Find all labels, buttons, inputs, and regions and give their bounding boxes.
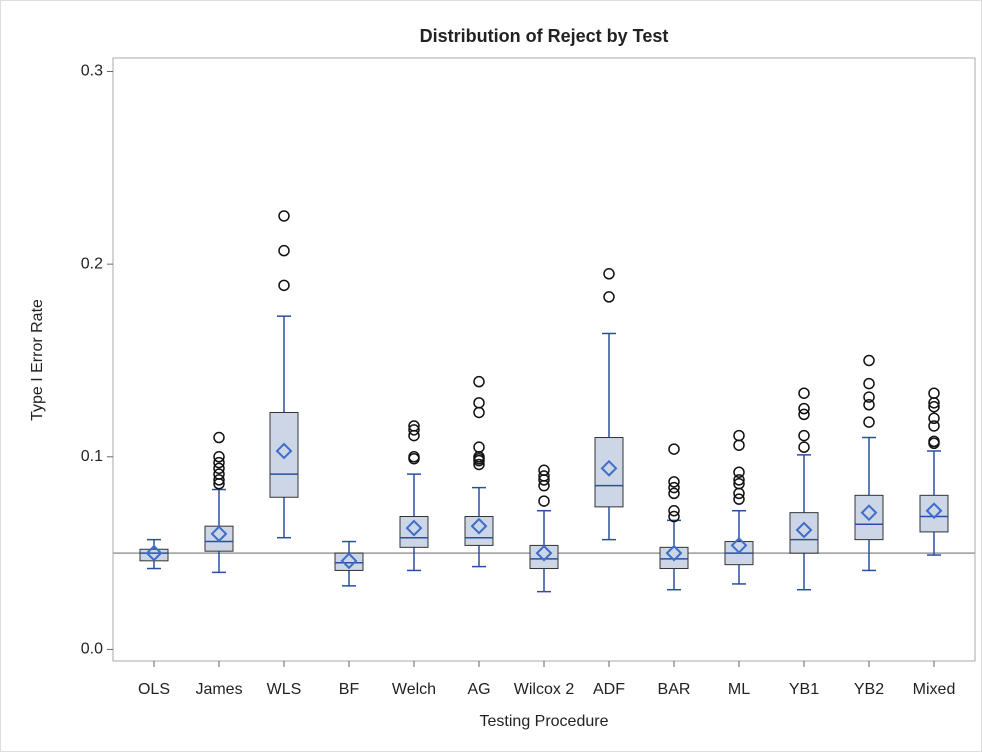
x-tick-label: ML <box>728 681 750 698</box>
outlier <box>668 504 680 517</box>
outlier <box>278 210 290 222</box>
outlier <box>863 354 875 367</box>
outlier <box>863 416 875 428</box>
outlier <box>733 478 745 490</box>
x-tick-label: Mixed <box>913 681 956 698</box>
mean-marker <box>795 521 813 539</box>
x-tick-label: YB2 <box>854 681 884 698</box>
outlier <box>668 476 680 488</box>
mean-marker <box>600 459 618 477</box>
outlier <box>408 451 420 463</box>
outlier <box>928 420 940 432</box>
box <box>269 411 299 498</box>
outlier <box>928 400 940 413</box>
box <box>594 437 624 508</box>
outlier <box>863 391 875 403</box>
mean-marker <box>535 544 553 562</box>
mean-marker <box>340 552 358 570</box>
outlier <box>928 412 940 425</box>
mean-marker <box>665 544 683 562</box>
outlier <box>213 478 225 490</box>
y-axis-label: Type I Error Rate <box>29 299 46 421</box>
box <box>789 512 819 554</box>
outlier <box>213 451 225 463</box>
box <box>464 516 494 546</box>
outlier <box>213 431 225 444</box>
x-tick-label: WLS <box>267 681 302 698</box>
y-tick-label: 0.3 <box>81 63 103 80</box>
x-tick-label: James <box>195 681 242 698</box>
y-tick-label: 0.0 <box>81 641 103 658</box>
outlier <box>928 435 940 448</box>
x-axis-label: Testing Procedure <box>480 713 609 730</box>
mean-marker <box>210 525 228 543</box>
outlier <box>603 291 615 303</box>
outlier <box>278 279 290 292</box>
x-tick-label: OLS <box>138 681 170 698</box>
outlier <box>863 399 875 411</box>
outlier <box>928 387 940 399</box>
mean-marker <box>275 442 293 460</box>
x-tick-label: BF <box>339 681 360 698</box>
outlier <box>538 495 550 507</box>
box <box>919 494 949 533</box>
outlier <box>408 420 420 432</box>
outlier <box>733 493 745 505</box>
outlier <box>733 429 745 442</box>
y-tick-label: 0.2 <box>81 255 103 272</box>
y-tick-label: 0.1 <box>81 448 103 465</box>
x-tick-label: BAR <box>658 681 691 698</box>
outlier <box>213 474 225 486</box>
outlier <box>668 487 680 500</box>
mean-marker <box>925 502 943 520</box>
mean-marker <box>145 544 163 562</box>
outlier <box>603 268 615 280</box>
outlier <box>538 470 550 482</box>
x-tick-label: AG <box>467 681 490 698</box>
mean-marker <box>860 504 878 522</box>
outlier <box>213 462 225 475</box>
chart-title: Distribution of Reject by Test <box>420 26 669 46</box>
outlier <box>473 397 485 409</box>
outlier <box>473 458 485 471</box>
outlier <box>668 510 680 523</box>
outlier <box>278 244 290 257</box>
outlier <box>798 387 810 399</box>
outlier <box>408 424 420 436</box>
x-tick-label: YB1 <box>789 681 819 698</box>
outlier <box>733 466 745 478</box>
outlier <box>798 429 810 442</box>
outlier <box>213 456 225 469</box>
outlier <box>798 441 810 453</box>
outlier <box>798 402 810 415</box>
mean-marker <box>470 517 488 535</box>
outlier <box>668 443 680 455</box>
box <box>529 544 559 570</box>
outlier <box>538 464 550 477</box>
outlier <box>473 375 485 388</box>
outlier <box>733 474 745 486</box>
x-tick-label: ADF <box>593 681 625 698</box>
mean-marker <box>405 519 423 537</box>
box <box>659 546 689 570</box>
outlier <box>863 377 875 390</box>
outlier <box>798 408 810 421</box>
outlier <box>473 441 485 453</box>
x-tick-label: Wilcox 2 <box>514 681 575 698</box>
x-tick-label: Welch <box>392 681 436 698</box>
box <box>854 494 884 541</box>
box <box>204 525 234 552</box>
mean-marker <box>730 536 748 554</box>
outlier <box>668 481 680 494</box>
